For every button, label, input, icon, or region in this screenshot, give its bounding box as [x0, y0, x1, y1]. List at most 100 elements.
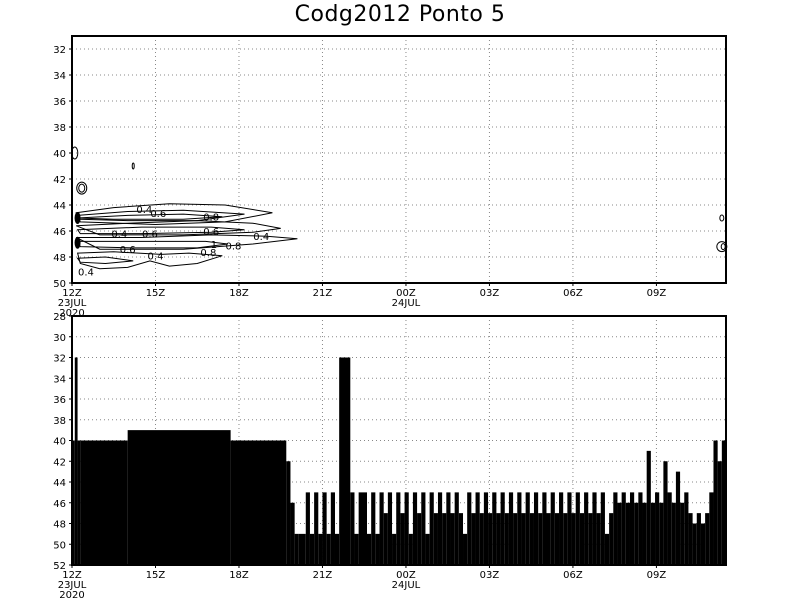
contour-label: 0.4 — [111, 230, 127, 241]
bar — [286, 461, 291, 565]
y-tick-label: 36 — [53, 395, 66, 406]
bar — [475, 492, 480, 565]
bar — [492, 492, 497, 565]
bar — [554, 513, 560, 565]
bar — [417, 513, 422, 565]
bar — [688, 513, 693, 565]
contour-line — [76, 226, 245, 235]
bar — [318, 533, 323, 565]
bar — [642, 502, 647, 565]
bar — [575, 492, 580, 565]
contour-feature — [720, 243, 726, 251]
x-tick-label: 06Z — [563, 570, 583, 581]
contour-label: 0.6 — [150, 209, 166, 220]
bar — [567, 492, 572, 565]
bar — [290, 502, 295, 565]
contour-line — [76, 240, 228, 249]
bar — [705, 513, 710, 565]
y-tick-label: 42 — [53, 175, 66, 186]
bar — [421, 492, 426, 565]
bar — [358, 492, 367, 565]
x-tick-label: 18Z — [229, 570, 249, 581]
x-tick-label: 03Z — [480, 570, 500, 581]
bar — [80, 440, 128, 565]
bar — [521, 513, 526, 565]
bar — [684, 492, 689, 565]
x-tick-label: 06Z — [563, 288, 583, 299]
bar — [546, 513, 551, 565]
x-tick-label: 09Z — [647, 288, 667, 299]
bar — [517, 492, 522, 565]
bar — [450, 513, 455, 565]
x-tick-label: 12Z — [62, 570, 82, 581]
bar — [663, 461, 668, 565]
y-tick-label: 32 — [53, 354, 66, 365]
bar — [467, 492, 472, 565]
contour-label: 1 — [211, 240, 217, 251]
bar — [525, 492, 530, 565]
x-tick-sublabel: 23JUL — [58, 298, 87, 309]
bar — [488, 513, 493, 565]
contour-label: 0.6 — [120, 245, 136, 256]
contour-line — [77, 213, 223, 220]
bar — [442, 513, 447, 565]
bar — [709, 492, 714, 565]
bar — [330, 492, 335, 565]
contour-label: 0.8 — [225, 241, 241, 252]
x-tick-sublabel: 24JUL — [392, 298, 421, 309]
bar — [298, 533, 306, 565]
y-tick-label: 34 — [53, 71, 66, 82]
bar — [650, 502, 656, 565]
bar — [600, 492, 605, 565]
bar — [387, 492, 393, 565]
bar — [334, 533, 340, 565]
bar — [542, 492, 547, 565]
bar — [339, 357, 351, 565]
bar — [404, 492, 409, 565]
bar — [713, 440, 718, 565]
bar — [559, 492, 564, 565]
x-tick-sublabel: 24JUL — [392, 580, 421, 591]
bar — [314, 492, 319, 565]
bar — [646, 450, 651, 565]
x-tick-label: 21Z — [313, 288, 333, 299]
contour-feature — [76, 181, 88, 195]
bar — [655, 492, 660, 565]
contour-line — [76, 256, 134, 265]
bar — [508, 492, 514, 565]
x-tick-label: 00Z — [396, 288, 416, 299]
bar — [700, 523, 706, 565]
bar — [680, 502, 685, 565]
bar — [638, 492, 643, 565]
bar — [429, 492, 434, 565]
bar — [309, 533, 315, 565]
bar — [230, 440, 287, 565]
bar — [538, 513, 543, 565]
y-tick-label: 52 — [53, 561, 66, 572]
bar — [74, 357, 78, 565]
y-tick-label: 38 — [53, 123, 66, 134]
contour-line — [75, 203, 273, 226]
bar — [609, 513, 614, 565]
contour-label: 0.4 — [78, 267, 94, 278]
bar — [412, 492, 418, 565]
bar — [437, 492, 443, 565]
bar — [629, 492, 635, 565]
contour-feature — [719, 214, 725, 222]
bar — [659, 502, 664, 565]
bar — [579, 513, 585, 565]
x-tick-label: 09Z — [647, 570, 667, 581]
bar — [77, 440, 81, 565]
x-tick-label: 15Z — [146, 288, 166, 299]
y-tick-label: 30 — [53, 333, 66, 344]
bar — [127, 430, 231, 565]
bar — [454, 492, 459, 565]
y-tick-label: 38 — [53, 416, 66, 427]
y-tick-label: 32 — [53, 45, 66, 56]
bar — [533, 492, 539, 565]
plot-frame — [71, 35, 727, 284]
bar — [621, 492, 626, 565]
bar — [294, 533, 299, 565]
y-tick-label: 40 — [53, 437, 66, 448]
y-tick-label: 50 — [53, 540, 66, 551]
